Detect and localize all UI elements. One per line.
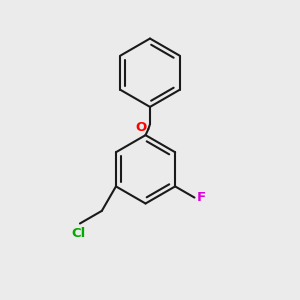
Text: Cl: Cl bbox=[71, 227, 85, 240]
Text: O: O bbox=[135, 121, 147, 134]
Text: F: F bbox=[197, 191, 206, 204]
